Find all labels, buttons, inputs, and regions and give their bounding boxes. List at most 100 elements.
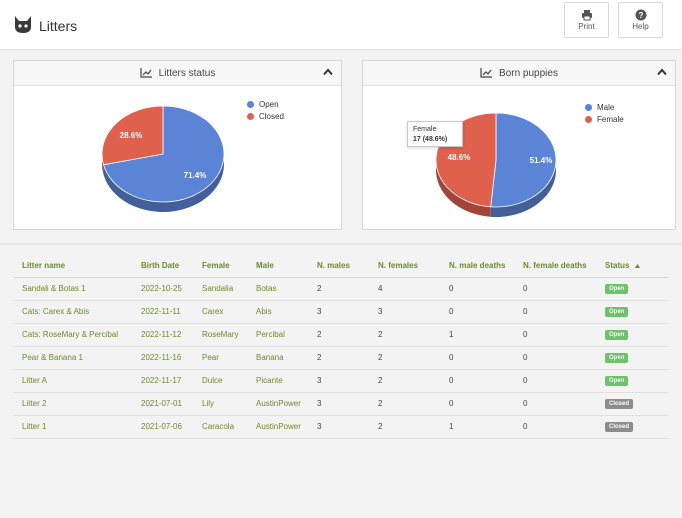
cell-litter-name[interactable]: Litter A xyxy=(14,369,133,393)
cell-birth-date: 2022-11-12 xyxy=(133,323,194,347)
cell-status: Open xyxy=(597,300,668,324)
table-header-row: Litter name Birth Date Female Male N. ma… xyxy=(14,255,668,278)
cell-male: Botas xyxy=(248,277,309,301)
legend-item-open[interactable]: Open xyxy=(247,99,284,111)
cell-n-females: 2 xyxy=(370,369,441,393)
pie-slice-open[interactable] xyxy=(103,105,225,203)
column-header-male[interactable]: Male xyxy=(248,255,309,278)
table-row[interactable]: Pear & Banana 1 2022-11-16 Pear Banana 2 2 0 0 O… xyxy=(14,346,668,370)
panel-title-born-puppies: Born puppies xyxy=(499,68,558,79)
table-row[interactable]: Litter 1 2021-07-06 Caracola AustinPower 3 2 1… xyxy=(14,415,668,439)
chevron-up-icon[interactable] xyxy=(657,68,667,76)
tooltip-value: 17 (48.6%) xyxy=(413,136,448,143)
cell-status: Closed xyxy=(597,392,668,416)
cell-n-male-deaths: 0 xyxy=(441,392,515,416)
cell-n-female-deaths: 0 xyxy=(515,369,597,393)
litters-table-area: Litter name Birth Date Female Male N. ma… xyxy=(0,243,682,518)
column-header-n-females[interactable]: N. females xyxy=(370,255,441,278)
cell-birth-date: 2022-11-16 xyxy=(133,346,194,370)
question-circle-icon: ? xyxy=(635,9,646,21)
cell-n-female-deaths: 0 xyxy=(515,392,597,416)
legend-label-closed: Closed xyxy=(259,112,284,121)
column-header-status[interactable]: Status xyxy=(597,255,668,278)
status-badge: Open xyxy=(605,330,629,340)
table-row[interactable]: Litter 2 2021-07-01 Lily AustinPower 3 2 0 0 Clo… xyxy=(14,392,668,416)
cell-n-female-deaths: 0 xyxy=(515,277,597,301)
column-header-female[interactable]: Female xyxy=(194,255,248,278)
panel-header: Litters status xyxy=(14,61,341,86)
cell-litter-name[interactable]: Sandali & Botas 1 xyxy=(14,277,133,301)
cell-male: AustinPower xyxy=(248,392,309,416)
cell-birth-date: 2022-11-11 xyxy=(133,300,194,324)
column-header-birth-date[interactable]: Birth Date xyxy=(133,255,194,278)
legend-item-closed[interactable]: Closed xyxy=(247,111,284,123)
tooltip-title: Female xyxy=(413,126,437,133)
data-label-female: 48.6% xyxy=(448,153,471,162)
table-row[interactable]: Sandali & Botas 1 2022-10-25 Sandalia Botas… xyxy=(14,277,668,301)
cell-n-males: 3 xyxy=(309,415,370,439)
cell-n-male-deaths: 0 xyxy=(441,277,515,301)
cell-n-males: 2 xyxy=(309,346,370,370)
cell-n-male-deaths: 0 xyxy=(441,369,515,393)
cell-female: Caracola xyxy=(194,415,248,439)
top-bar: Litters Print ? Help xyxy=(0,0,682,50)
status-badge: Open xyxy=(605,307,629,317)
cell-male: Percibal xyxy=(248,323,309,347)
cell-female: Pear xyxy=(194,346,248,370)
help-label: Help xyxy=(632,22,649,31)
column-header-n-males[interactable]: N. males xyxy=(309,255,370,278)
born-puppies-legend: Male Female xyxy=(585,102,624,126)
cell-n-male-deaths: 1 xyxy=(441,415,515,439)
column-header-litter-name[interactable]: Litter name xyxy=(14,255,133,278)
cell-female: Dulce xyxy=(194,369,248,393)
table-row[interactable]: Cats: RoseMary & Percibal 2022-11-12 RoseM… xyxy=(14,323,668,347)
cell-n-female-deaths: 0 xyxy=(515,346,597,370)
status-badge: Open xyxy=(605,284,629,294)
legend-label-female: Female xyxy=(597,115,624,124)
cell-litter-name[interactable]: Pear & Banana 1 xyxy=(14,346,133,370)
cell-litter-name[interactable]: Cats: Carex & Abis xyxy=(14,300,133,324)
legend-item-female[interactable]: Female xyxy=(585,114,624,126)
help-button[interactable]: ? Help xyxy=(618,2,663,38)
cell-n-females: 2 xyxy=(370,346,441,370)
cell-male: Banana xyxy=(248,346,309,370)
cat-icon xyxy=(15,16,31,33)
litters-table: Litter name Birth Date Female Male N. ma… xyxy=(14,255,668,439)
line-chart-icon xyxy=(480,68,493,78)
cell-n-males: 2 xyxy=(309,277,370,301)
table-row[interactable]: Cats: Carex & Abis 2022-11-11 Carex Abis 3 3 0… xyxy=(14,300,668,324)
cell-litter-name[interactable]: Litter 1 xyxy=(14,415,133,439)
chevron-up-icon[interactable] xyxy=(323,68,333,76)
cell-n-females: 4 xyxy=(370,277,441,301)
born-puppies-pie-chart: 51.4% 48.6% xyxy=(435,112,557,217)
cell-birth-date: 2021-07-06 xyxy=(133,415,194,439)
cell-birth-date: 2022-10-25 xyxy=(133,277,194,301)
cell-n-females: 2 xyxy=(370,392,441,416)
cell-litter-name[interactable]: Litter 2 xyxy=(14,392,133,416)
cell-birth-date: 2021-07-01 xyxy=(133,392,194,416)
cell-n-male-deaths: 1 xyxy=(441,323,515,347)
cell-female: Lily xyxy=(194,392,248,416)
cell-n-males: 3 xyxy=(309,300,370,324)
born-puppies-panel: Born puppies 51.4% 48.6% Male Female xyxy=(362,60,676,230)
cell-litter-name[interactable]: Cats: RoseMary & Percibal xyxy=(14,323,133,347)
legend-item-male[interactable]: Male xyxy=(585,102,624,114)
cell-n-male-deaths: 0 xyxy=(441,300,515,324)
table-body: Sandali & Botas 1 2022-10-25 Sandalia Botas… xyxy=(14,277,668,439)
page-title: Litters xyxy=(39,18,78,34)
cell-female: RoseMary xyxy=(194,323,248,347)
column-header-n-female-deaths[interactable]: N. female deaths xyxy=(515,255,597,278)
column-header-n-male-deaths[interactable]: N. male deaths xyxy=(441,255,515,278)
pie-slice-male[interactable] xyxy=(490,112,557,208)
panel-header: Born puppies xyxy=(363,61,675,86)
panel-title-litters-status: Litters status xyxy=(158,68,216,79)
table-row[interactable]: Litter A 2022-11-17 Dulce Picante 3 2 0 0 Open xyxy=(14,369,668,393)
cell-female: Carex xyxy=(194,300,248,324)
status-badge: Open xyxy=(605,353,629,363)
pie-slice-closed[interactable] xyxy=(101,105,164,166)
print-button[interactable]: Print xyxy=(564,2,609,38)
litters-status-legend: Open Closed xyxy=(247,99,284,123)
cell-n-male-deaths: 0 xyxy=(441,346,515,370)
printer-icon xyxy=(581,10,592,21)
status-badge: Closed xyxy=(605,399,634,409)
